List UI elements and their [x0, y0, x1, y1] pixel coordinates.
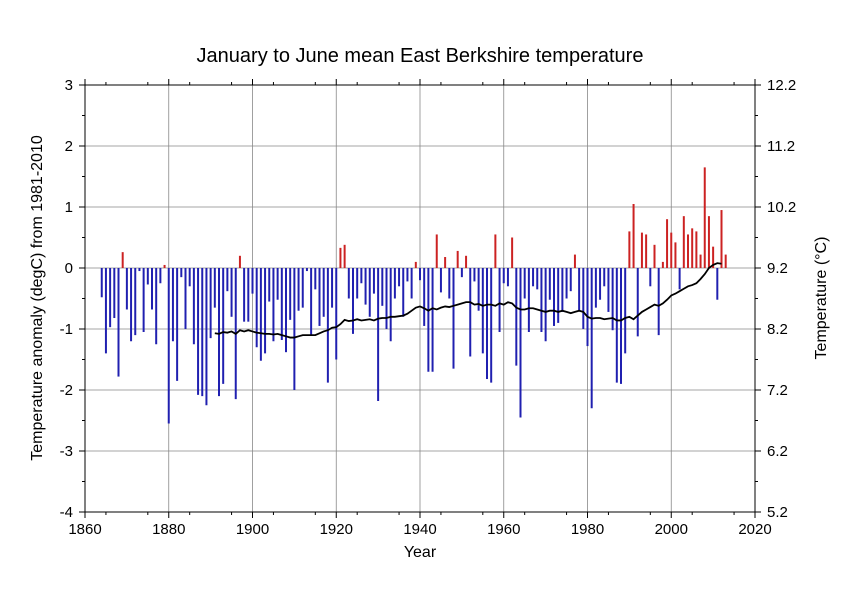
- y-tick-label: -3: [60, 443, 73, 460]
- y-axis-title-left: Temperature anomaly (degC) from 1981-201…: [29, 135, 46, 461]
- y-right-tick-label: 9.2: [767, 260, 788, 277]
- x-tick-label: 1900: [236, 521, 269, 538]
- smoothed-line: [214, 262, 722, 339]
- x-tick-label: 1940: [403, 521, 436, 538]
- x-tick-label: 1880: [152, 521, 185, 538]
- smoothed-line-group: [214, 262, 722, 339]
- x-tick-label: 1980: [571, 521, 604, 538]
- chart-title: January to June mean East Berkshire temp…: [197, 45, 644, 67]
- y-right-tick-label: 6.2: [767, 443, 788, 460]
- y-tick-label: -1: [60, 321, 73, 338]
- y-right-tick-label: 8.2: [767, 321, 788, 338]
- x-tick-label: 2020: [738, 521, 771, 538]
- axis-ticks: 1860 1880 1900 1920 1940 1960 1980 2000 20203210…: [60, 77, 797, 538]
- y-tick-label: 1: [65, 199, 73, 216]
- anomaly-bars: [100, 167, 727, 424]
- y-tick-label: 0: [65, 260, 73, 277]
- x-tick-label: 1960: [487, 521, 520, 538]
- x-tick-label: 2000: [655, 521, 688, 538]
- y-right-tick-label: 12.2: [767, 77, 796, 94]
- y-tick-label: 3: [65, 77, 73, 94]
- x-tick-label: 1860: [68, 521, 101, 538]
- x-axis-title: Year: [404, 544, 437, 561]
- x-tick-label: 1920: [320, 521, 353, 538]
- y-tick-label: -2: [60, 382, 73, 399]
- y-axis-title-right: Temperature (°C): [813, 237, 830, 360]
- y-tick-label: 2: [65, 138, 73, 155]
- y-right-tick-label: 11.2: [767, 138, 795, 155]
- y-right-tick-label: 7.2: [767, 382, 788, 399]
- y-right-tick-label: 5.2: [767, 504, 788, 521]
- y-tick-label: -4: [60, 504, 73, 521]
- y-right-tick-label: 10.2: [767, 199, 796, 216]
